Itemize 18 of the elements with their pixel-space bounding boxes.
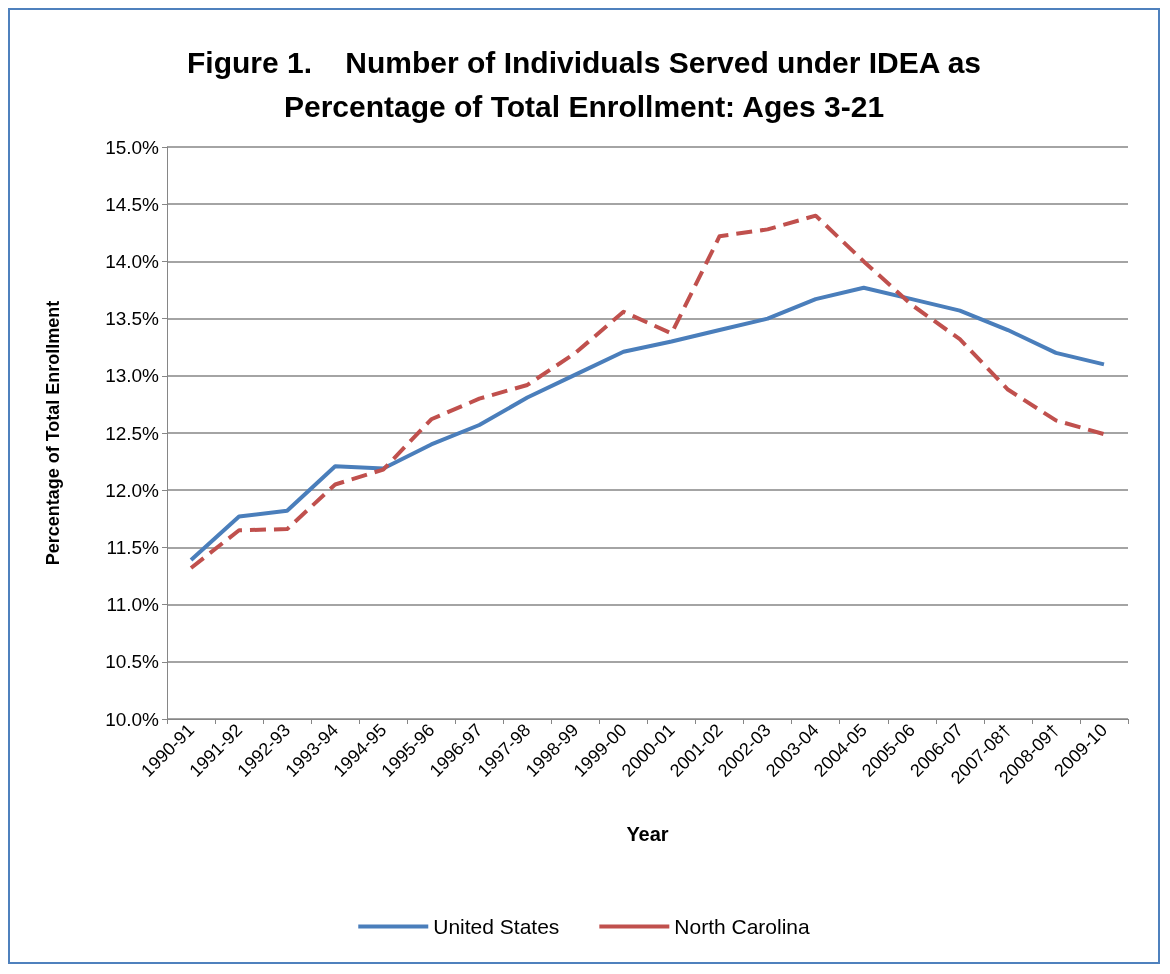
legend-label: North Carolina: [674, 915, 811, 938]
y-tick-label: 11.0%: [106, 594, 160, 616]
y-tick-label: 14.0%: [105, 250, 160, 272]
line-series: [189, 285, 1106, 562]
y-tick-label: 10.5%: [105, 651, 160, 673]
y-tick-label: 13.0%: [105, 365, 160, 387]
y-tick-label: 13.5%: [105, 308, 160, 330]
y-tick-label: 10.0%: [105, 708, 160, 730]
y-tick-label: 15.0%: [105, 136, 160, 158]
y-tick-label: 14.5%: [105, 193, 160, 215]
chart-title: Figure 1. Number of Individuals Served under IDEA as Percentage of Total Enrollment: Ages 3-21: [186, 45, 982, 123]
y-axis-title: Percentage of Total Enrollment: [43, 300, 63, 566]
line-series: [189, 213, 1106, 570]
y-tick-label: 11.5%: [106, 536, 160, 558]
x-axis-title: Year: [626, 823, 669, 845]
y-tick-label: 12.0%: [105, 479, 160, 501]
y-tick-label: 12.5%: [105, 422, 160, 444]
legend-label: United States: [433, 915, 560, 938]
